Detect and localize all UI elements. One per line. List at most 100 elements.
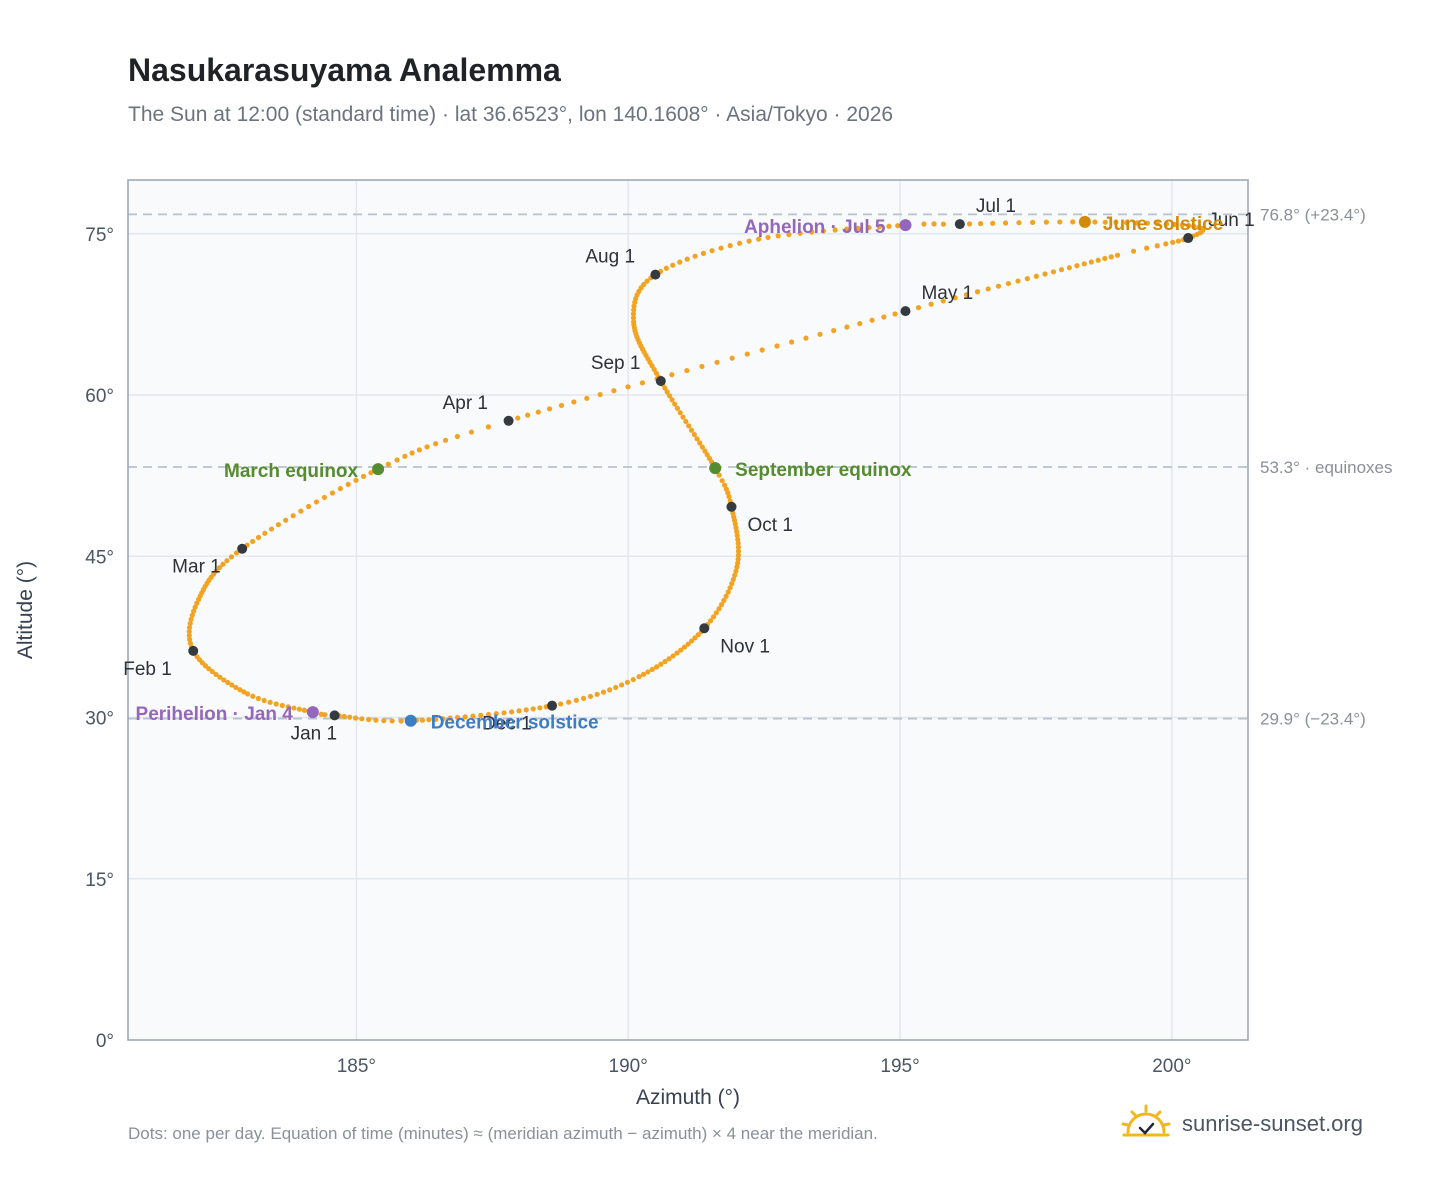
daily-sun-dot bbox=[1095, 257, 1101, 263]
event-marker-dot bbox=[404, 714, 417, 727]
daily-sun-dot bbox=[1066, 265, 1072, 271]
daily-sun-dot bbox=[765, 234, 771, 241]
daily-sun-dot bbox=[275, 522, 282, 528]
daily-sun-dot bbox=[721, 482, 728, 488]
daily-sun-dot bbox=[221, 677, 227, 683]
daily-sun-dot bbox=[803, 335, 809, 341]
daily-sun-dot bbox=[727, 243, 733, 249]
daily-sun-dot bbox=[213, 671, 219, 678]
daily-sun-dot bbox=[674, 405, 681, 411]
month-marker-dot bbox=[188, 645, 199, 656]
daily-sun-dot bbox=[1191, 223, 1197, 229]
daily-sun-dot bbox=[686, 423, 692, 429]
daily-sun-dot bbox=[416, 447, 422, 453]
daily-sun-dot bbox=[296, 706, 302, 712]
daily-sun-dot bbox=[688, 427, 695, 433]
daily-sun-dot bbox=[262, 530, 268, 536]
daily-sun-dot bbox=[580, 695, 587, 702]
daily-sun-dot bbox=[649, 666, 655, 673]
daily-sun-dot bbox=[736, 240, 743, 246]
daily-sun-dot bbox=[209, 668, 215, 675]
daily-sun-dot bbox=[394, 457, 400, 463]
daily-sun-dot bbox=[1175, 238, 1182, 244]
daily-sun-dot bbox=[735, 540, 741, 547]
daily-sun-dot bbox=[313, 499, 320, 505]
month-marker-label: Apr 1 bbox=[443, 393, 488, 414]
month-marker-label: Nov 1 bbox=[720, 636, 770, 657]
daily-sun-dot bbox=[664, 389, 670, 395]
daily-sun-dot bbox=[797, 230, 803, 236]
daily-sun-dot bbox=[1005, 280, 1012, 287]
daily-sun-dot bbox=[699, 444, 705, 450]
daily-sun-dot bbox=[732, 572, 738, 578]
daily-sun-dot bbox=[725, 490, 731, 496]
daily-sun-dot bbox=[630, 676, 636, 683]
month-marker-dot bbox=[726, 501, 737, 512]
daily-sun-dot bbox=[940, 221, 947, 227]
month-markers: Jan 1 Feb 1 Mar 1 Apr 1 May 1 Jun 1 Jul 1 Aug 1… bbox=[123, 196, 1254, 744]
daily-sun-dot bbox=[674, 650, 680, 656]
daily-sun-dot bbox=[1033, 273, 1039, 279]
x-tick-label: 185° bbox=[337, 1056, 376, 1077]
month-marker-label: Oct 1 bbox=[747, 515, 792, 536]
daily-sun-dot bbox=[485, 424, 491, 430]
daily-sun-dot bbox=[268, 526, 275, 532]
daily-sun-dot bbox=[229, 682, 235, 688]
daily-sun-dot bbox=[424, 444, 430, 450]
y-tick-label: 0° bbox=[96, 1031, 114, 1052]
daily-sun-dot bbox=[228, 554, 235, 560]
daily-sun-dot bbox=[735, 556, 741, 562]
daily-sun-dot bbox=[691, 431, 697, 438]
y-tick-label: 45° bbox=[85, 547, 114, 568]
daily-sun-dot bbox=[892, 311, 898, 317]
daily-sun-dot bbox=[707, 618, 714, 624]
x-tick-label: 200° bbox=[1152, 1056, 1191, 1077]
daily-sun-dot bbox=[546, 406, 553, 412]
daily-sun-dot bbox=[213, 568, 219, 574]
daily-sun-dot bbox=[440, 716, 446, 722]
daily-sun-dot bbox=[876, 224, 882, 230]
daily-sun-dot bbox=[493, 711, 499, 717]
daily-sun-dot bbox=[658, 661, 664, 667]
daily-sun-dot bbox=[1015, 278, 1021, 284]
daily-sun-dot bbox=[746, 238, 752, 244]
daily-sun-dot bbox=[191, 608, 197, 614]
daily-sun-dot bbox=[886, 223, 892, 229]
daily-sun-dot bbox=[684, 256, 690, 262]
daily-sun-dot bbox=[1154, 243, 1160, 249]
daily-sun-dot bbox=[245, 691, 251, 697]
daily-sun-dot bbox=[630, 315, 637, 321]
daily-sun-dot bbox=[714, 359, 720, 365]
daily-sun-dot bbox=[857, 320, 863, 327]
daily-sun-dot bbox=[530, 706, 536, 712]
daily-sun-dot bbox=[716, 472, 722, 478]
daily-sun-dot bbox=[966, 221, 973, 227]
daily-sun-dot bbox=[735, 544, 742, 550]
daily-sun-dot bbox=[692, 635, 698, 641]
daily-sun-dot bbox=[402, 453, 408, 459]
event-marker-dot bbox=[899, 219, 912, 232]
event-marker-dot bbox=[306, 706, 319, 719]
brand[interactable]: sunrise-sunset.org bbox=[1120, 1104, 1363, 1144]
daily-sun-dot bbox=[558, 402, 565, 409]
daily-sun-dot bbox=[352, 715, 359, 721]
event-marker-label: December solstice bbox=[431, 713, 599, 734]
daily-sun-dot bbox=[995, 283, 1002, 289]
daily-sun-dot bbox=[306, 503, 312, 510]
daily-sun-dot bbox=[832, 227, 838, 233]
daily-sun-dot bbox=[662, 385, 668, 391]
daily-sun-dot bbox=[644, 278, 650, 284]
daily-sun-dot bbox=[677, 410, 683, 416]
daily-sun-dot bbox=[718, 245, 724, 251]
plot-frame bbox=[127, 179, 1249, 1041]
daily-sun-dot bbox=[855, 225, 861, 231]
daily-sun-dot bbox=[653, 370, 659, 376]
daily-sun-dot bbox=[389, 718, 395, 724]
daily-sun-dot bbox=[187, 640, 194, 646]
daily-sun-dot bbox=[321, 494, 328, 501]
daily-sun-dot bbox=[734, 564, 740, 570]
daily-sun-dot bbox=[385, 461, 391, 467]
daily-sun-dot bbox=[735, 552, 742, 558]
daily-sun-dot bbox=[285, 704, 291, 710]
